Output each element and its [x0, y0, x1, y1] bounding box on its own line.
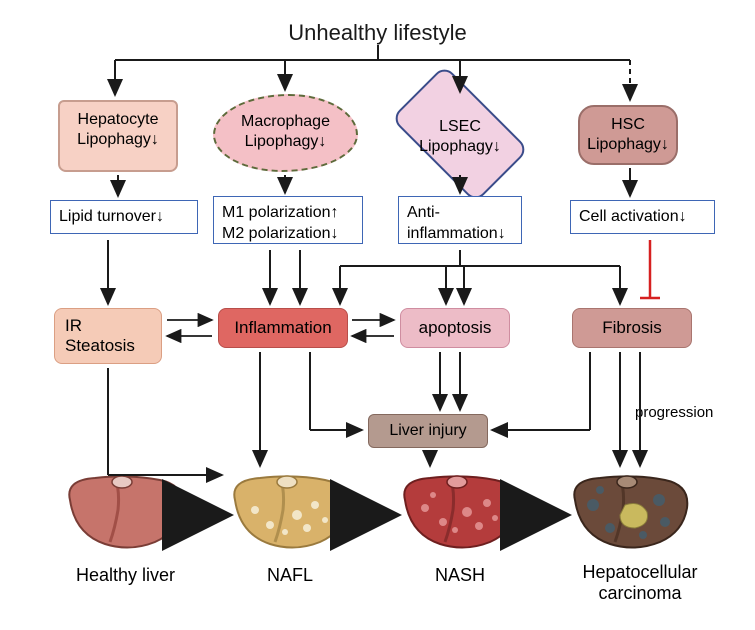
lsec-line1: LSEC [439, 117, 481, 137]
box-cell-activation: Cell activation↓ [570, 200, 715, 234]
progression-label: progression [635, 404, 713, 421]
hepatocyte-line2: Lipophagy↓ [77, 131, 159, 148]
box-anti-inflammation: Anti- inflammation↓ [398, 196, 522, 244]
lipid-text: Lipid turnover↓ [59, 208, 164, 225]
box-apoptosis: apoptosis [400, 308, 510, 348]
inflammation-text: Inflammation [234, 318, 331, 338]
macrophage-line2: Lipophagy↓ [245, 133, 327, 150]
activation-text: Cell activation↓ [579, 208, 687, 225]
stage-hcc: Hepatocellular carcinoma [565, 562, 715, 604]
fibrosis-text: Fibrosis [602, 318, 662, 338]
liver-nash-icon [395, 470, 525, 555]
box-ir-steatosis: IR Steatosis [54, 308, 162, 364]
box-lipid-turnover: Lipid turnover↓ [50, 200, 198, 234]
box-inflammation: Inflammation [218, 308, 348, 348]
stage-nash: NASH [410, 565, 510, 586]
box-liver-injury: Liver injury [368, 414, 488, 448]
ir-line1: IR [65, 316, 82, 335]
apoptosis-text: apoptosis [419, 318, 492, 338]
cell-hsc: HSC Lipophagy↓ [578, 105, 678, 165]
cell-macrophage: Macrophage Lipophagy↓ [213, 94, 358, 172]
m2-text: M2 polarization↓ [222, 225, 339, 242]
hsc-line1: HSC [611, 116, 645, 133]
stage-nafl: NAFL [240, 565, 340, 586]
liver-nafl-icon [225, 470, 355, 555]
macrophage-line1: Macrophage [241, 113, 330, 130]
cell-lsec: LSEC Lipophagy↓ [391, 65, 530, 204]
diagram-title: Unhealthy lifestyle [0, 20, 755, 46]
liver-hcc-icon [565, 470, 695, 555]
liver-injury-text: Liver injury [389, 422, 466, 440]
ir-line2: Steatosis [65, 336, 135, 355]
box-fibrosis: Fibrosis [572, 308, 692, 348]
cell-hepatocyte: Hepatocyte Lipophagy↓ [58, 100, 178, 172]
stage-healthy: Healthy liver [58, 565, 193, 586]
anti2-text: inflammation↓ [407, 225, 506, 242]
anti1-text: Anti- [407, 204, 440, 221]
box-polarization: M1 polarization↑ M2 polarization↓ [213, 196, 363, 244]
liver-healthy-icon [60, 470, 190, 555]
m1-text: M1 polarization↑ [222, 204, 339, 221]
hepatocyte-line1: Hepatocyte [78, 111, 159, 128]
hsc-line2: Lipophagy↓ [587, 136, 669, 153]
lsec-line2: Lipophagy↓ [419, 137, 501, 157]
